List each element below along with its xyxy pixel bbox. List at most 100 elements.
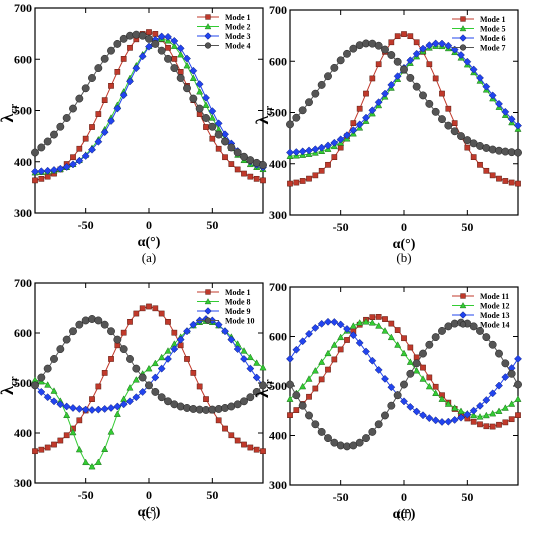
- data-point: [387, 80, 396, 89]
- legend-label: Mode 1: [225, 288, 251, 297]
- data-point: [330, 341, 338, 348]
- x-axis-label: α(°): [138, 235, 161, 250]
- data-point: [56, 122, 65, 131]
- data-point: [132, 64, 141, 73]
- data-point: [438, 39, 446, 48]
- data-point: [306, 175, 312, 182]
- series-mode-6: [286, 39, 522, 157]
- series-mode-13: [286, 317, 522, 426]
- x-tick-label: -50: [78, 488, 94, 502]
- data-point: [412, 359, 421, 368]
- data-point: [145, 34, 153, 43]
- data-point: [337, 346, 344, 353]
- data-point: [145, 364, 153, 372]
- data-point: [368, 427, 377, 436]
- data-point: [438, 417, 446, 426]
- legend-marker: [204, 23, 212, 30]
- data-point: [240, 152, 248, 161]
- data-point: [431, 416, 440, 425]
- data-point: [496, 421, 502, 428]
- data-point: [247, 444, 254, 451]
- y-tick-label: 400: [14, 155, 32, 169]
- data-point: [287, 412, 293, 418]
- legend-label: Mode 1: [225, 13, 251, 22]
- legend-label: Mode 11: [480, 292, 509, 301]
- data-point: [363, 90, 369, 97]
- data-point: [432, 75, 439, 82]
- data-point: [311, 323, 320, 332]
- data-point: [362, 318, 370, 325]
- data-point: [139, 305, 146, 312]
- data-point: [164, 397, 172, 406]
- data-point: [89, 396, 95, 402]
- data-point: [190, 370, 197, 376]
- data-point: [170, 36, 179, 45]
- y-tick-label: 400: [14, 426, 32, 440]
- data-point: [502, 178, 509, 184]
- data-point: [317, 427, 326, 436]
- data-point: [324, 141, 332, 150]
- data-point: [126, 384, 134, 391]
- data-point: [240, 355, 248, 363]
- data-point: [107, 327, 115, 336]
- data-point: [451, 120, 458, 126]
- series-mode-10: [31, 315, 267, 414]
- data-point: [165, 318, 171, 325]
- data-point: [63, 411, 71, 419]
- data-point: [368, 319, 376, 326]
- data-point: [420, 364, 426, 371]
- data-point: [298, 401, 307, 410]
- data-point: [489, 423, 496, 430]
- data-point: [495, 407, 503, 414]
- data-point: [350, 120, 357, 126]
- legend-label: Mode 3: [225, 32, 251, 41]
- data-point: [38, 175, 45, 182]
- data-point: [495, 349, 503, 358]
- data-point: [425, 414, 434, 423]
- data-point: [438, 326, 446, 335]
- data-point: [208, 107, 217, 116]
- data-point: [208, 114, 216, 121]
- data-point: [400, 380, 408, 389]
- data-point: [508, 400, 516, 407]
- data-point: [126, 397, 134, 406]
- data-point: [108, 83, 114, 89]
- data-point: [107, 428, 115, 435]
- data-point: [432, 383, 439, 390]
- data-point: [514, 380, 522, 389]
- data-point: [413, 39, 420, 46]
- data-point: [44, 173, 51, 180]
- data-point: [477, 161, 483, 168]
- data-point: [374, 98, 383, 107]
- data-point: [324, 317, 332, 326]
- data-point: [202, 101, 210, 108]
- data-point: [425, 99, 434, 108]
- data-point: [189, 66, 198, 75]
- data-point: [374, 365, 383, 374]
- data-point: [355, 120, 364, 129]
- data-point: [381, 89, 389, 98]
- data-point: [69, 404, 77, 412]
- data-point: [63, 432, 70, 439]
- data-point: [62, 402, 71, 411]
- data-point: [292, 391, 301, 400]
- data-point: [133, 310, 140, 317]
- data-point: [305, 375, 313, 382]
- data-point: [488, 91, 497, 100]
- y-axis-label: λcr: [252, 106, 275, 125]
- data-point: [483, 167, 490, 174]
- data-point: [355, 438, 364, 447]
- data-point: [343, 49, 351, 58]
- data-point: [126, 77, 134, 86]
- data-point: [233, 400, 242, 409]
- x-tick-label: 50: [461, 220, 473, 234]
- x-axis-label: α(°): [138, 505, 161, 520]
- data-point: [450, 415, 459, 424]
- data-point: [311, 89, 320, 98]
- data-point: [158, 353, 166, 361]
- data-point: [344, 337, 350, 343]
- data-point: [412, 407, 421, 416]
- data-point: [387, 383, 396, 392]
- data-point: [246, 393, 255, 402]
